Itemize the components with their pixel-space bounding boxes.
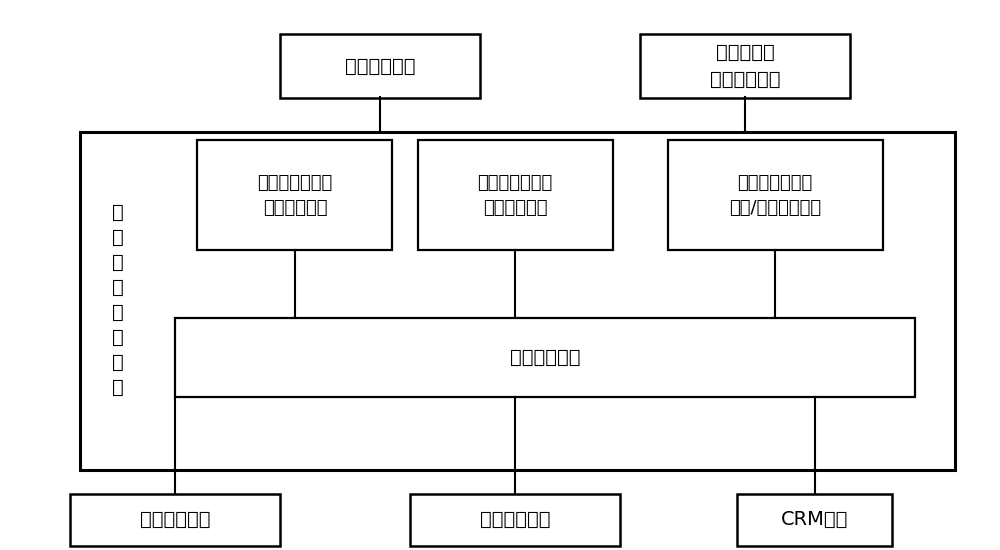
- Bar: [640, 34, 850, 98]
- Bar: [70, 494, 280, 546]
- Bar: [280, 34, 480, 98]
- Text: 告警型故障定位
客户信息模块: 告警型故障定位 客户信息模块: [257, 174, 333, 217]
- Text: 实时数据接口: 实时数据接口: [510, 348, 580, 367]
- Bar: [197, 140, 392, 250]
- Bar: [418, 140, 612, 250]
- Text: 人工设置待拦截
客户/设备信息模块: 人工设置待拦截 客户/设备信息模块: [729, 174, 821, 217]
- Text: 服
务
质
量
管
理
系
统: 服 务 质 量 管 理 系 统: [112, 203, 124, 397]
- Text: 客户服务系统: 客户服务系统: [345, 57, 415, 75]
- Text: 申告型故障定位
客户信息模块: 申告型故障定位 客户信息模块: [477, 174, 553, 217]
- Bar: [80, 132, 955, 470]
- Bar: [175, 318, 915, 397]
- Text: CRM系统: CRM系统: [781, 510, 849, 529]
- Bar: [668, 140, 883, 250]
- Text: 综合网管系统: 综合网管系统: [140, 510, 210, 529]
- Bar: [737, 494, 892, 546]
- Text: 资源管理系统: 资源管理系统: [480, 510, 550, 529]
- Bar: [410, 494, 620, 546]
- Text: 电子运维及
施工调度系统: 电子运维及 施工调度系统: [710, 43, 780, 89]
